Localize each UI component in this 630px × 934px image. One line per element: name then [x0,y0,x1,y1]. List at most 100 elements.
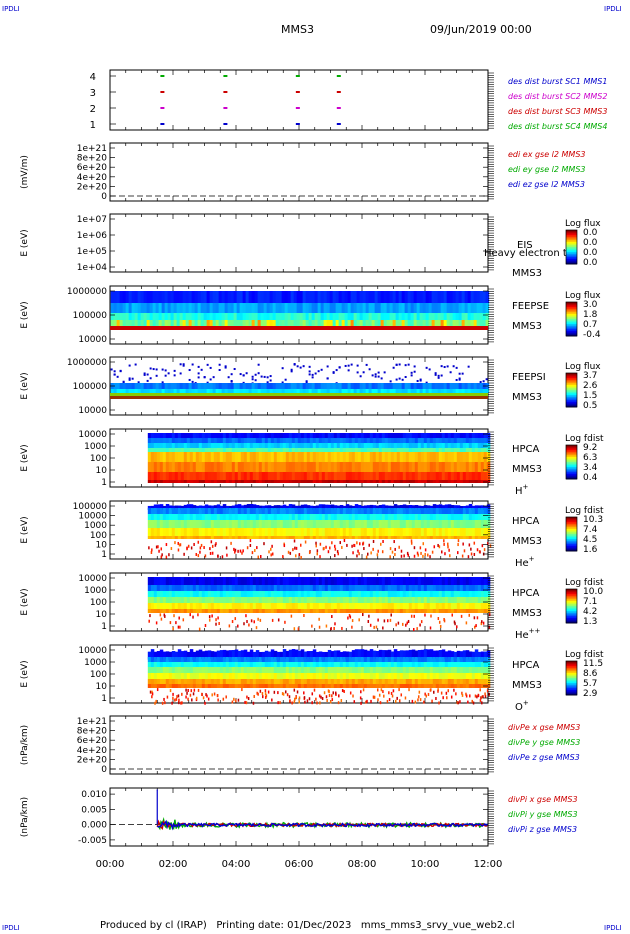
spectrogram-cell [339,609,344,613]
spectrogram-cell [291,609,296,613]
spectrogram-cell [456,520,461,528]
spectrogram-cell [453,480,458,483]
spectrogram-cell [161,381,164,384]
spectrogram-cell [185,320,190,326]
spectrogram-cell [171,452,176,462]
spectrogram-cell [306,585,311,591]
spectrogram-cell [477,505,482,510]
spectrogram-cell [297,597,302,603]
spectrogram-cell [182,291,187,303]
spectrogram-cell [416,313,421,320]
spectrogram-cell [438,528,443,536]
spectrogram-cell [278,291,283,303]
spectrogram-cell [272,389,277,393]
spectrogram-cell [336,597,341,603]
spectrogram-cell [203,376,206,379]
colorbar-frame [565,372,578,408]
spectrogram-cell [426,609,431,613]
spectrogram-cell [225,684,230,688]
spectrogram-cell [387,448,392,452]
spectrogram-cell [131,383,136,389]
spectrogram-cell [249,591,254,597]
spectrogram-cell [417,520,422,528]
spectrogram-cell [255,679,260,684]
spectrogram-cell [455,378,458,381]
spectrogram-cell [187,688,189,692]
spectrogram-cell [246,433,251,438]
spectrogram-cell [369,536,374,539]
spectrogram-cell [464,291,469,303]
spectrogram-cell [249,448,254,452]
spectrogram-cell [237,508,242,514]
spectrogram-cell [417,577,422,585]
colorbar-band [566,445,577,448]
spectrogram-cell [207,443,212,448]
spectrogram-cell [168,536,173,539]
spectrogram-cell [447,577,452,585]
spectrogram-cell [249,679,254,684]
spectrogram-cell [258,667,263,673]
spectrogram-cell [450,597,455,603]
colorbar-tick-label: 7.4 [583,525,598,535]
spectrogram-cell [450,472,455,480]
spectrogram-cell [285,443,290,448]
spectrogram-cell [201,651,206,660]
spectrogram-cell [480,622,483,626]
spectrogram-cell [228,650,233,659]
spectrogram-cell [210,528,215,536]
spectrogram-cell [404,383,409,389]
spectrogram-cell [151,695,153,699]
spectrogram-cell [221,389,226,393]
spectrogram-cell [282,536,287,539]
spectrogram-cell [207,520,212,528]
spectrogram-cell [228,667,233,673]
spectrogram-cell [290,291,295,303]
spectrogram-cell [174,472,179,480]
spectrogram-cell [438,591,443,597]
spectrogram-cell [219,679,224,684]
spectrogram-cell [272,383,277,389]
spectrogram-cell [326,320,331,326]
spectrogram-cell [275,303,280,313]
colorbar-title: Log fdist [565,578,604,588]
spectrogram-cell [306,438,311,443]
colorbar-tick-label: 0.0 [583,258,598,268]
spectrogram-cell [452,383,457,389]
spectrogram-cell [270,667,275,673]
spectrogram-cell [462,528,467,536]
spectrogram-cell [180,438,185,443]
spectrogram-cell [342,603,347,609]
spectrogram-cell [174,667,179,673]
spectrogram-cell [395,303,400,313]
spectrogram-cell [270,528,275,536]
spectrogram-cell [207,438,212,443]
spectrogram-cell [209,547,211,551]
colorbar-band [566,310,577,313]
spectrogram-cell [198,649,203,658]
spectrogram-cell [330,514,335,520]
spectrogram-cell [458,378,461,381]
spectrogram-cell [450,438,455,443]
spectrogram-cell [344,383,349,389]
spectrogram-cell [446,303,451,313]
spectrogram-cell [414,603,419,609]
spectrogram-cell [441,550,443,554]
colorbar-tick-label: 3.4 [583,463,598,473]
spectrogram-cell [192,443,197,448]
spectrogram-cell [204,679,209,684]
spectrogram-cell [417,597,422,603]
spectrogram-cell [243,462,248,472]
spectrogram-cell [255,577,260,585]
spectrogram-cell [468,543,471,547]
spectrogram-cell [201,657,206,662]
spectrogram-cell [431,383,436,389]
spectrogram-cell [204,624,207,628]
spectrogram-cell [180,508,185,514]
spectrogram-cell [293,320,298,326]
spectrogram-cell [374,313,379,320]
spectrogram-cell [303,591,308,597]
spectrogram-cell [292,548,294,552]
spectrogram-cell [156,472,161,480]
spectrogram-cell [182,313,187,320]
spectrogram-cell [434,313,439,320]
